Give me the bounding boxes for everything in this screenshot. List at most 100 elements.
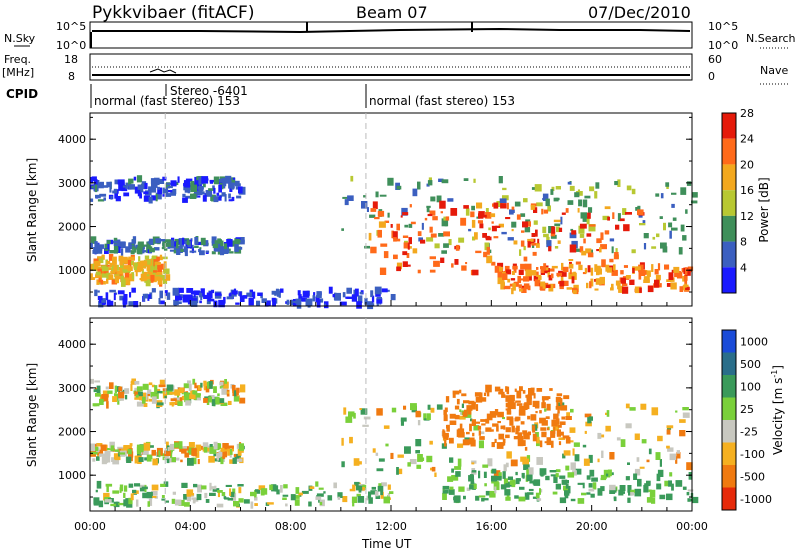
heatmap-cell (560, 216, 563, 225)
heatmap-cell (528, 241, 535, 244)
nsearch-label: N.Search (746, 32, 796, 45)
heatmap-cell (209, 180, 213, 184)
heatmap-cell (136, 444, 144, 453)
heatmap-cell (559, 280, 565, 287)
heatmap-cell (333, 482, 337, 489)
heatmap-cell (543, 209, 549, 214)
heatmap-cell (493, 236, 499, 239)
heatmap-cell (387, 484, 391, 490)
heatmap-cell (236, 387, 240, 393)
heatmap-cell (689, 498, 694, 502)
heatmap-cell (156, 402, 164, 406)
heatmap-cell (472, 236, 476, 241)
heatmap-cell (519, 486, 525, 490)
heatmap-cell (94, 179, 98, 185)
heatmap-cell (632, 267, 635, 273)
heatmap-cell (95, 446, 99, 451)
heatmap-cell (442, 485, 450, 490)
heatmap-cell (558, 227, 563, 232)
heatmap-cell (527, 492, 534, 495)
heatmap-cell (205, 250, 210, 253)
heatmap-cell (530, 414, 537, 421)
heatmap-cell (226, 239, 233, 247)
heatmap-cell (506, 386, 510, 395)
heatmap-cell (146, 491, 153, 499)
heatmap-cell (384, 220, 390, 223)
heatmap-cell (238, 239, 245, 245)
heatmap-cell (146, 394, 150, 396)
heatmap-cell (589, 469, 595, 477)
heatmap-cell (563, 395, 570, 400)
heatmap-cell (218, 443, 222, 450)
heatmap-cell (149, 238, 154, 245)
heatmap-cell (505, 217, 511, 220)
heatmap-cell (523, 403, 530, 410)
heatmap-cell (648, 448, 652, 455)
heatmap-cell (117, 400, 120, 405)
heatmap-cell (442, 492, 447, 500)
heatmap-cell (133, 262, 138, 270)
heatmap-cell (121, 256, 128, 264)
heatmap-cell (463, 495, 466, 500)
colorbar-tick-label: 28 (740, 107, 754, 120)
heatmap-cell (546, 437, 552, 446)
heatmap-cell (97, 244, 105, 249)
heatmap-cell (227, 448, 230, 456)
heatmap-cell (582, 272, 587, 275)
heatmap-cell (565, 480, 569, 484)
heatmap-cell (671, 483, 674, 491)
heatmap-cell (179, 238, 182, 246)
heatmap-cell (143, 195, 151, 202)
heatmap-cell (232, 488, 236, 494)
heatmap-cell (197, 459, 200, 465)
heatmap-cell (161, 495, 165, 498)
heatmap-cell (93, 265, 99, 271)
heatmap-cell (193, 290, 196, 298)
heatmap-cell (576, 191, 583, 196)
heatmap-cell (126, 456, 132, 463)
heatmap-cell (536, 242, 540, 248)
heatmap-cell (120, 248, 124, 256)
heatmap-cell (631, 249, 636, 254)
heatmap-cell (522, 390, 526, 394)
heatmap-cell (380, 489, 383, 496)
heatmap-cell (517, 432, 522, 438)
heatmap-cell (393, 237, 397, 242)
heatmap-cell (106, 264, 110, 267)
heatmap-cell (409, 459, 417, 465)
heatmap-cell (571, 230, 577, 235)
heatmap-cell (684, 283, 687, 288)
heatmap-cell (143, 259, 151, 265)
heatmap-cell (395, 238, 401, 242)
heatmap-cell (685, 287, 690, 290)
heatmap-cell (90, 273, 93, 279)
heatmap-cell (482, 464, 489, 468)
heatmap-cell (499, 388, 504, 395)
heatmap-cell (166, 441, 169, 449)
heatmap-cell (203, 240, 209, 247)
colorbar-tick-label: -100 (740, 448, 765, 461)
heatmap-cell (135, 394, 139, 398)
heatmap-cell (228, 182, 235, 189)
heatmap-cell (123, 499, 126, 507)
heatmap-cell (430, 196, 436, 202)
heatmap-cell (492, 423, 499, 427)
heatmap-cell (99, 398, 104, 405)
heatmap-cell (449, 457, 454, 463)
heatmap-cell (551, 265, 558, 269)
heatmap-cell (643, 484, 649, 493)
heatmap-cell (590, 493, 595, 498)
heatmap-cell (507, 407, 512, 415)
heatmap-cell (108, 253, 114, 261)
heatmap-cell (660, 242, 667, 249)
heatmap-cell (447, 476, 454, 482)
freq-label-1: Freq. (4, 53, 31, 66)
heatmap-cell (402, 235, 409, 238)
heatmap-cell (97, 256, 102, 259)
heatmap-cell (554, 246, 559, 249)
heatmap-cell (553, 427, 556, 434)
heatmap-cell (112, 256, 117, 265)
heatmap-cell (93, 389, 101, 393)
